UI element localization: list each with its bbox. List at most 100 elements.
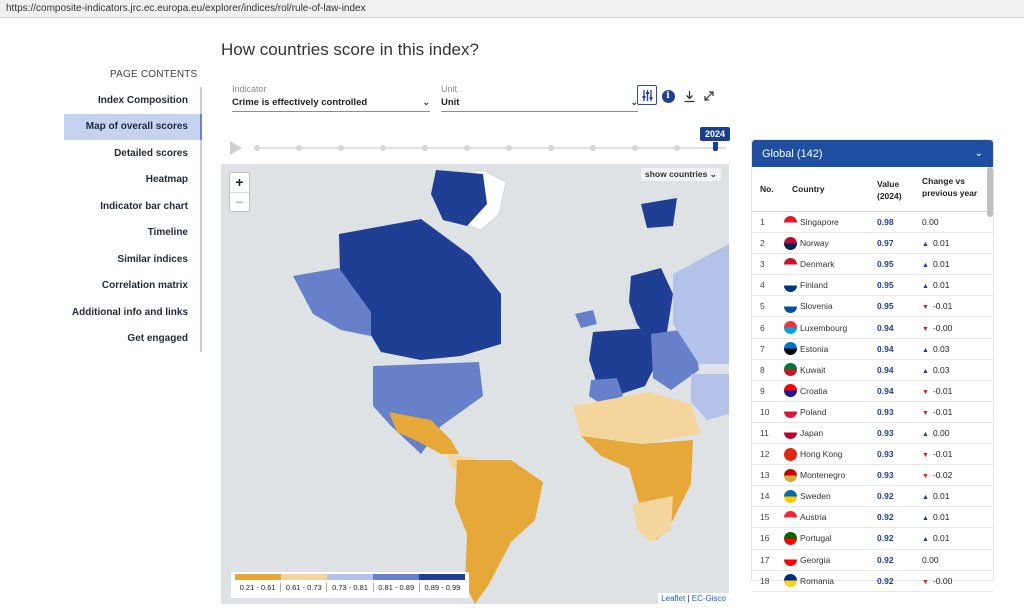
scrollbar-thumb[interactable] xyxy=(987,167,993,217)
legend-swatch xyxy=(327,574,373,580)
country-name: Romania xyxy=(800,575,835,586)
ranking-table-header: No. Country Value (2024) Change vs previ… xyxy=(752,167,993,212)
toc-item-map-of-overall-scores[interactable]: Map of overall scores xyxy=(64,113,202,140)
timeline-tick[interactable] xyxy=(422,145,428,151)
country-shape-arctic-islands xyxy=(641,198,677,228)
ranking-row[interactable]: 4 Finland 0.95 ▲ 0.01 xyxy=(752,275,993,297)
ranking-row[interactable]: 17 Georgia 0.92 0.00 xyxy=(752,550,993,571)
show-countries-toggle[interactable]: show countries ⌄ xyxy=(641,168,721,181)
region-selector[interactable]: Global (142) ⌄ xyxy=(752,140,993,167)
country-name: Poland xyxy=(800,406,827,417)
rank-number: 7 xyxy=(760,343,765,354)
country-cell: Estonia xyxy=(782,342,877,356)
column-header-country[interactable]: Country xyxy=(792,184,825,194)
indicator-select[interactable]: Indicator Crime is effectively controlle… xyxy=(232,84,430,112)
legend-swatch xyxy=(373,574,419,580)
toc-item-detailed-scores[interactable]: Detailed scores xyxy=(64,140,202,167)
ranking-row[interactable]: 1 Singapore 0.98 0.00 xyxy=(752,212,993,234)
ranking-row[interactable]: 14 Sweden 0.92 ▲ 0.01 xyxy=(752,486,993,508)
ranking-row[interactable]: 12 Hong Kong 0.93 ▼ -0.01 xyxy=(752,444,993,466)
address-bar[interactable]: https://composite-indicators.jrc.ec.euro… xyxy=(0,0,1024,18)
arrow-up-icon: ▲ xyxy=(922,430,929,438)
toc-item-heatmap[interactable]: Heatmap xyxy=(64,166,202,193)
ranking-row[interactable]: 18 Romania 0.92 ▼ -0.00 xyxy=(752,571,993,592)
timeline-handle[interactable] xyxy=(713,142,718,151)
toc-item-additional-info[interactable]: Additional info and links xyxy=(64,299,202,326)
legend-color-bar xyxy=(235,574,465,580)
ranking-row[interactable]: 5 Slovenia 0.95 ▼ -0.01 xyxy=(752,296,993,318)
zoom-in-button[interactable]: + xyxy=(235,174,244,190)
ranking-row[interactable]: 13 Montenegro 0.93 ▼ -0.02 xyxy=(752,465,993,487)
arrow-down-icon: ▼ xyxy=(922,452,929,460)
score-value: 0.92 xyxy=(877,575,894,586)
ranking-row[interactable]: 8 Kuwait 0.94 ▲ 0.03 xyxy=(752,360,993,381)
fullscreen-button[interactable] xyxy=(699,86,719,106)
country-name: Singapore xyxy=(800,217,839,228)
country-name: Luxembourg xyxy=(800,322,848,333)
timeline-tick[interactable] xyxy=(254,145,260,151)
column-header-change[interactable]: Change vs previous year xyxy=(922,176,978,198)
rank-number: 1 xyxy=(760,217,765,228)
toc-item-timeline[interactable]: Timeline xyxy=(64,219,202,246)
rank-number: 12 xyxy=(760,449,770,460)
timeline-track[interactable] xyxy=(254,147,726,149)
country-shape-russia xyxy=(673,244,729,364)
toc-item-similar-indices[interactable]: Similar indices xyxy=(64,246,202,273)
ranking-row[interactable]: 3 Denmark 0.95 ▲ 0.01 xyxy=(752,254,993,276)
toc-item-indicator-bar-chart[interactable]: Indicator bar chart xyxy=(64,193,202,220)
country-name: Hong Kong xyxy=(800,449,843,460)
ranking-row[interactable]: 15 Austria 0.92 ▲ 0.01 xyxy=(752,507,993,529)
choropleth-map[interactable]: + − show countries ⌄ 0.21 - 0.61 0.61 - … xyxy=(221,164,729,604)
timeline-tick[interactable] xyxy=(590,145,596,151)
country-cell: Austria xyxy=(782,510,877,524)
country-shape-mexico xyxy=(389,412,459,454)
download-icon xyxy=(684,90,694,102)
toc-item-correlation-matrix[interactable]: Correlation matrix xyxy=(64,272,202,299)
country-flag-icon xyxy=(784,384,797,398)
ranking-row[interactable]: 2 Norway 0.97 ▲ 0.01 xyxy=(752,233,993,255)
change-cell: ▲ 0.03 xyxy=(922,344,980,354)
timeline-tick[interactable] xyxy=(506,145,512,151)
column-header-no[interactable]: No. xyxy=(760,184,774,194)
timeline-tick[interactable] xyxy=(674,145,680,151)
ranking-row[interactable]: 9 Croatia 0.94 ▼ -0.01 xyxy=(752,381,993,402)
settings-sliders-button[interactable] xyxy=(637,85,657,105)
selected-year-badge[interactable]: 2024 xyxy=(700,127,731,141)
country-cell: Montenegro xyxy=(782,468,877,482)
country-flag-icon xyxy=(784,342,797,356)
change-cell: ▲ 0.01 xyxy=(922,491,980,501)
change-cell: 0.00 xyxy=(922,555,980,565)
zoom-out-button[interactable]: − xyxy=(230,192,249,211)
unit-select[interactable]: Unit Unit ⌄ xyxy=(441,84,638,112)
ranking-row[interactable]: 7 Estonia 0.94 ▲ 0.03 xyxy=(752,339,993,360)
country-name: Georgia xyxy=(800,554,831,565)
column-header-value[interactable]: Value (2024) xyxy=(877,179,902,201)
timeline-tick[interactable] xyxy=(338,145,344,151)
arrow-up-icon: ▲ xyxy=(922,241,929,249)
country-name: Portugal xyxy=(800,533,832,544)
country-cell: Poland xyxy=(782,405,877,419)
ranking-row[interactable]: 11 Japan 0.93 ▲ 0.00 xyxy=(752,423,993,445)
toc-item-index-composition[interactable]: Index Composition xyxy=(64,87,202,114)
chevron-down-icon: ⌄ xyxy=(974,148,983,159)
timeline-tick[interactable] xyxy=(464,145,470,151)
ranking-row[interactable]: 16 Portugal 0.92 ▲ 0.01 xyxy=(752,528,993,550)
indicator-value: Crime is effectively controlled xyxy=(232,97,368,108)
rank-number: 17 xyxy=(760,554,770,565)
change-value: -0.01 xyxy=(932,406,953,417)
play-icon[interactable] xyxy=(230,141,242,155)
download-button[interactable] xyxy=(679,86,699,106)
timeline-tick[interactable] xyxy=(296,145,302,151)
ranking-row[interactable]: 10 Poland 0.93 ▼ -0.01 xyxy=(752,402,993,423)
country-cell: Norway xyxy=(782,236,877,250)
timeline-tick[interactable] xyxy=(548,145,554,151)
ranking-row[interactable]: 6 Luxembourg 0.94 ▼ -0.00 xyxy=(752,317,993,339)
year-timeline[interactable] xyxy=(228,140,726,156)
info-button[interactable]: i xyxy=(658,86,678,106)
timeline-tick[interactable] xyxy=(380,145,386,151)
timeline-tick[interactable] xyxy=(632,145,638,151)
world-map[interactable] xyxy=(221,164,729,604)
gisco-link[interactable]: EC-Gisco xyxy=(691,594,726,603)
toc-item-get-engaged[interactable]: Get engaged xyxy=(64,325,202,352)
leaflet-link[interactable]: Leaflet xyxy=(661,594,686,603)
